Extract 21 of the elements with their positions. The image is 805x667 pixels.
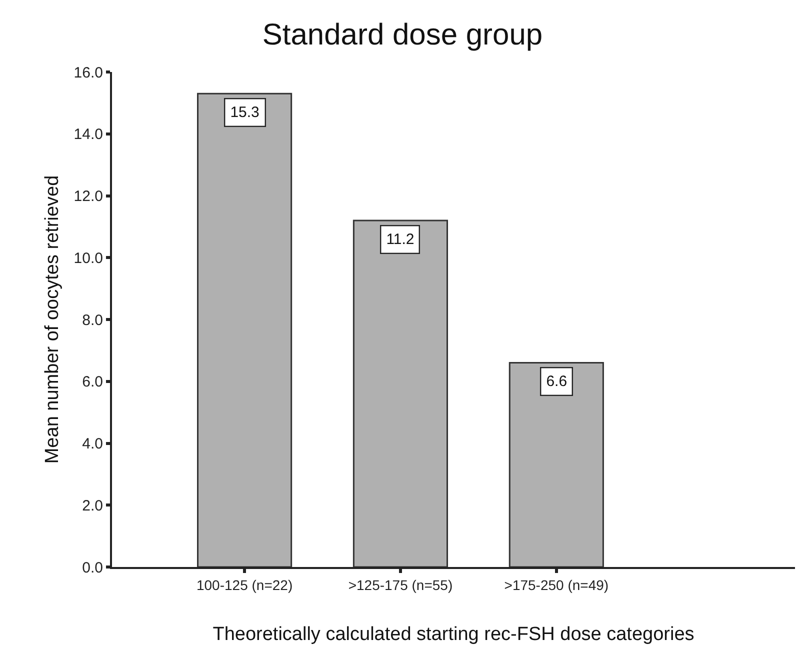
y-tick-label: 8.0 [82,312,103,329]
data-label: 11.2 [386,231,414,248]
bar [352,220,448,567]
y-tick-label: 16.0 [74,64,103,82]
x-tick-label: >125-175 (n=55) [348,576,453,593]
data-label: 6.6 [546,373,568,390]
chart-title: Standard dose group [262,18,543,52]
y-tick-label: 6.0 [82,374,103,391]
y-tick-label: 12.0 [74,188,103,205]
x-tick-label: 100-125 (n=22) [196,576,293,593]
y-tick-label: 10.0 [74,250,103,267]
bar [508,362,604,567]
y-tick-label: 14.0 [74,126,103,144]
y-tick-label: 2.0 [82,497,103,514]
y-axis-title: Mean number of oocytes retrieved [42,175,64,464]
x-axis-title: Theoretically calculated starting rec-FSH dose categories [212,624,694,646]
bar [197,92,292,567]
data-label: 15.3 [230,104,260,122]
y-tick-label: 4.0 [82,436,103,452]
x-tick-label: >175-250 (n=49) [504,576,609,593]
y-tick-label: 0.0 [82,559,103,576]
